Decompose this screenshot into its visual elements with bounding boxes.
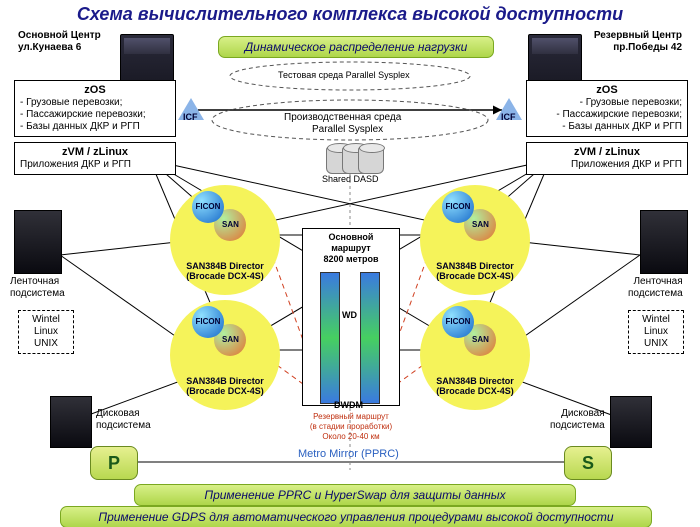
san-node-tr: FICON SAN SAN384B Director(Brocade DCX-4… bbox=[420, 185, 530, 295]
route-main1: Основной bbox=[308, 232, 394, 243]
sysplex-prod1: Производственная среда bbox=[284, 112, 401, 124]
san-dir2: (Brocade DCX-4S) bbox=[436, 271, 514, 281]
zos-title-left: zOS bbox=[84, 84, 105, 96]
dasd-icon-3 bbox=[358, 146, 384, 174]
ficon-icon: FICON bbox=[192, 191, 224, 223]
banner-bottom: Применение GDPS для автоматического упра… bbox=[60, 506, 652, 527]
pill-s: S bbox=[564, 446, 612, 480]
san-dir1: SAN384B Director bbox=[186, 261, 264, 271]
disk-left-icon bbox=[50, 396, 92, 448]
sysplex-test: Тестовая среда Parallel Sysplex bbox=[278, 70, 410, 80]
wintel-left: Wintel Linux UNIX bbox=[18, 310, 74, 354]
left-dc-addr: ул.Кунаева 6 bbox=[18, 42, 81, 54]
zvm-title-right: zVM / zLinux bbox=[574, 146, 640, 158]
banner-mid: Применение PPRC и HyperSwap для защиты д… bbox=[134, 484, 576, 506]
route-main2: маршрут bbox=[308, 243, 394, 254]
left-dc-name: Основной Центр bbox=[18, 30, 101, 42]
ficon-icon: FICON bbox=[442, 191, 474, 223]
tape-left-icon bbox=[14, 210, 62, 274]
zos-line1-left: - Грузовые перевозки; bbox=[20, 97, 170, 109]
sysplex-prod2: Parallel Sysplex bbox=[312, 124, 383, 136]
pill-p: P bbox=[90, 446, 138, 480]
san-dir2: (Brocade DCX-4S) bbox=[186, 271, 264, 281]
icf-right-label: ICF bbox=[501, 112, 516, 122]
san-dir2: (Brocade DCX-4S) bbox=[186, 386, 264, 396]
zvm-title-left: zVM / zLinux bbox=[62, 146, 128, 158]
san-node-bl: FICON SAN SAN384B Director(Brocade DCX-4… bbox=[170, 300, 280, 410]
banner-top: Динамическое распределение нагрузки bbox=[218, 36, 494, 58]
ficon-icon: FICON bbox=[192, 306, 224, 338]
dwdm-bar-right bbox=[360, 272, 380, 404]
zos-r3: - Базы данных ДКР и РГП bbox=[532, 121, 682, 133]
dasd-label: Shared DASD bbox=[322, 174, 379, 184]
san-dir1: SAN384B Director bbox=[186, 376, 264, 386]
icf-left-label: ICF bbox=[183, 112, 198, 122]
right-dc-addr: пр.Победы 42 bbox=[613, 42, 682, 54]
san-dir1: SAN384B Director bbox=[436, 261, 514, 271]
dwdm-label: DWDM bbox=[334, 400, 363, 410]
reserve1: Резервный маршрут bbox=[306, 412, 396, 421]
san-dir1: SAN384B Director bbox=[436, 376, 514, 386]
zvm-line-left: Приложения ДКР и РГП bbox=[20, 159, 170, 171]
ficon-icon: FICON bbox=[442, 306, 474, 338]
right-dc-name: Резервный Центр bbox=[594, 30, 682, 42]
zos-r2: - Пассажирские перевозки; bbox=[532, 109, 682, 121]
wd-label: WD bbox=[342, 310, 357, 320]
zos-r1: - Грузовые перевозки; bbox=[532, 97, 682, 109]
tape-left-label: Ленточная подсистема bbox=[10, 276, 65, 299]
tape-right-label: Ленточная подсистема bbox=[628, 276, 683, 299]
tape-right-icon bbox=[640, 210, 688, 274]
metro-label: Metro Mirror (PPRC) bbox=[298, 448, 399, 461]
disk-right-icon bbox=[610, 396, 652, 448]
page-title: Схема вычислительного комплекса высокой … bbox=[0, 4, 700, 25]
zvm-box-left: zVM / zLinux Приложения ДКР и РГП bbox=[14, 142, 176, 175]
reserve2: (в стадии проработки) bbox=[306, 422, 396, 431]
route-main3: 8200 метров bbox=[308, 254, 394, 265]
wintel-right: Wintel Linux UNIX bbox=[628, 310, 684, 354]
reserve3: Около 20-40 км bbox=[306, 432, 396, 441]
dwdm-bar-left bbox=[320, 272, 340, 404]
zos-box-left: zOS - Грузовые перевозки; - Пассажирские… bbox=[14, 80, 176, 137]
zvm-line-right: Приложения ДКР и РГП bbox=[532, 159, 682, 171]
disk-left-label: Дисковая подсистема bbox=[96, 408, 151, 431]
zos-box-right: zOS - Грузовые перевозки; - Пассажирские… bbox=[526, 80, 688, 137]
san-dir2: (Brocade DCX-4S) bbox=[436, 386, 514, 396]
san-node-br: FICON SAN SAN384B Director(Brocade DCX-4… bbox=[420, 300, 530, 410]
zos-line2-left: - Пассажирские перевозки; bbox=[20, 109, 170, 121]
zvm-box-right: zVM / zLinux Приложения ДКР и РГП bbox=[526, 142, 688, 175]
san-node-tl: FICON SAN SAN384B Director(Brocade DCX-4… bbox=[170, 185, 280, 295]
zos-line3-left: - Базы данных ДКР и РГП bbox=[20, 121, 170, 133]
zos-title-right: zOS bbox=[596, 84, 617, 96]
disk-right-label: Дисковая подсистема bbox=[550, 408, 605, 431]
